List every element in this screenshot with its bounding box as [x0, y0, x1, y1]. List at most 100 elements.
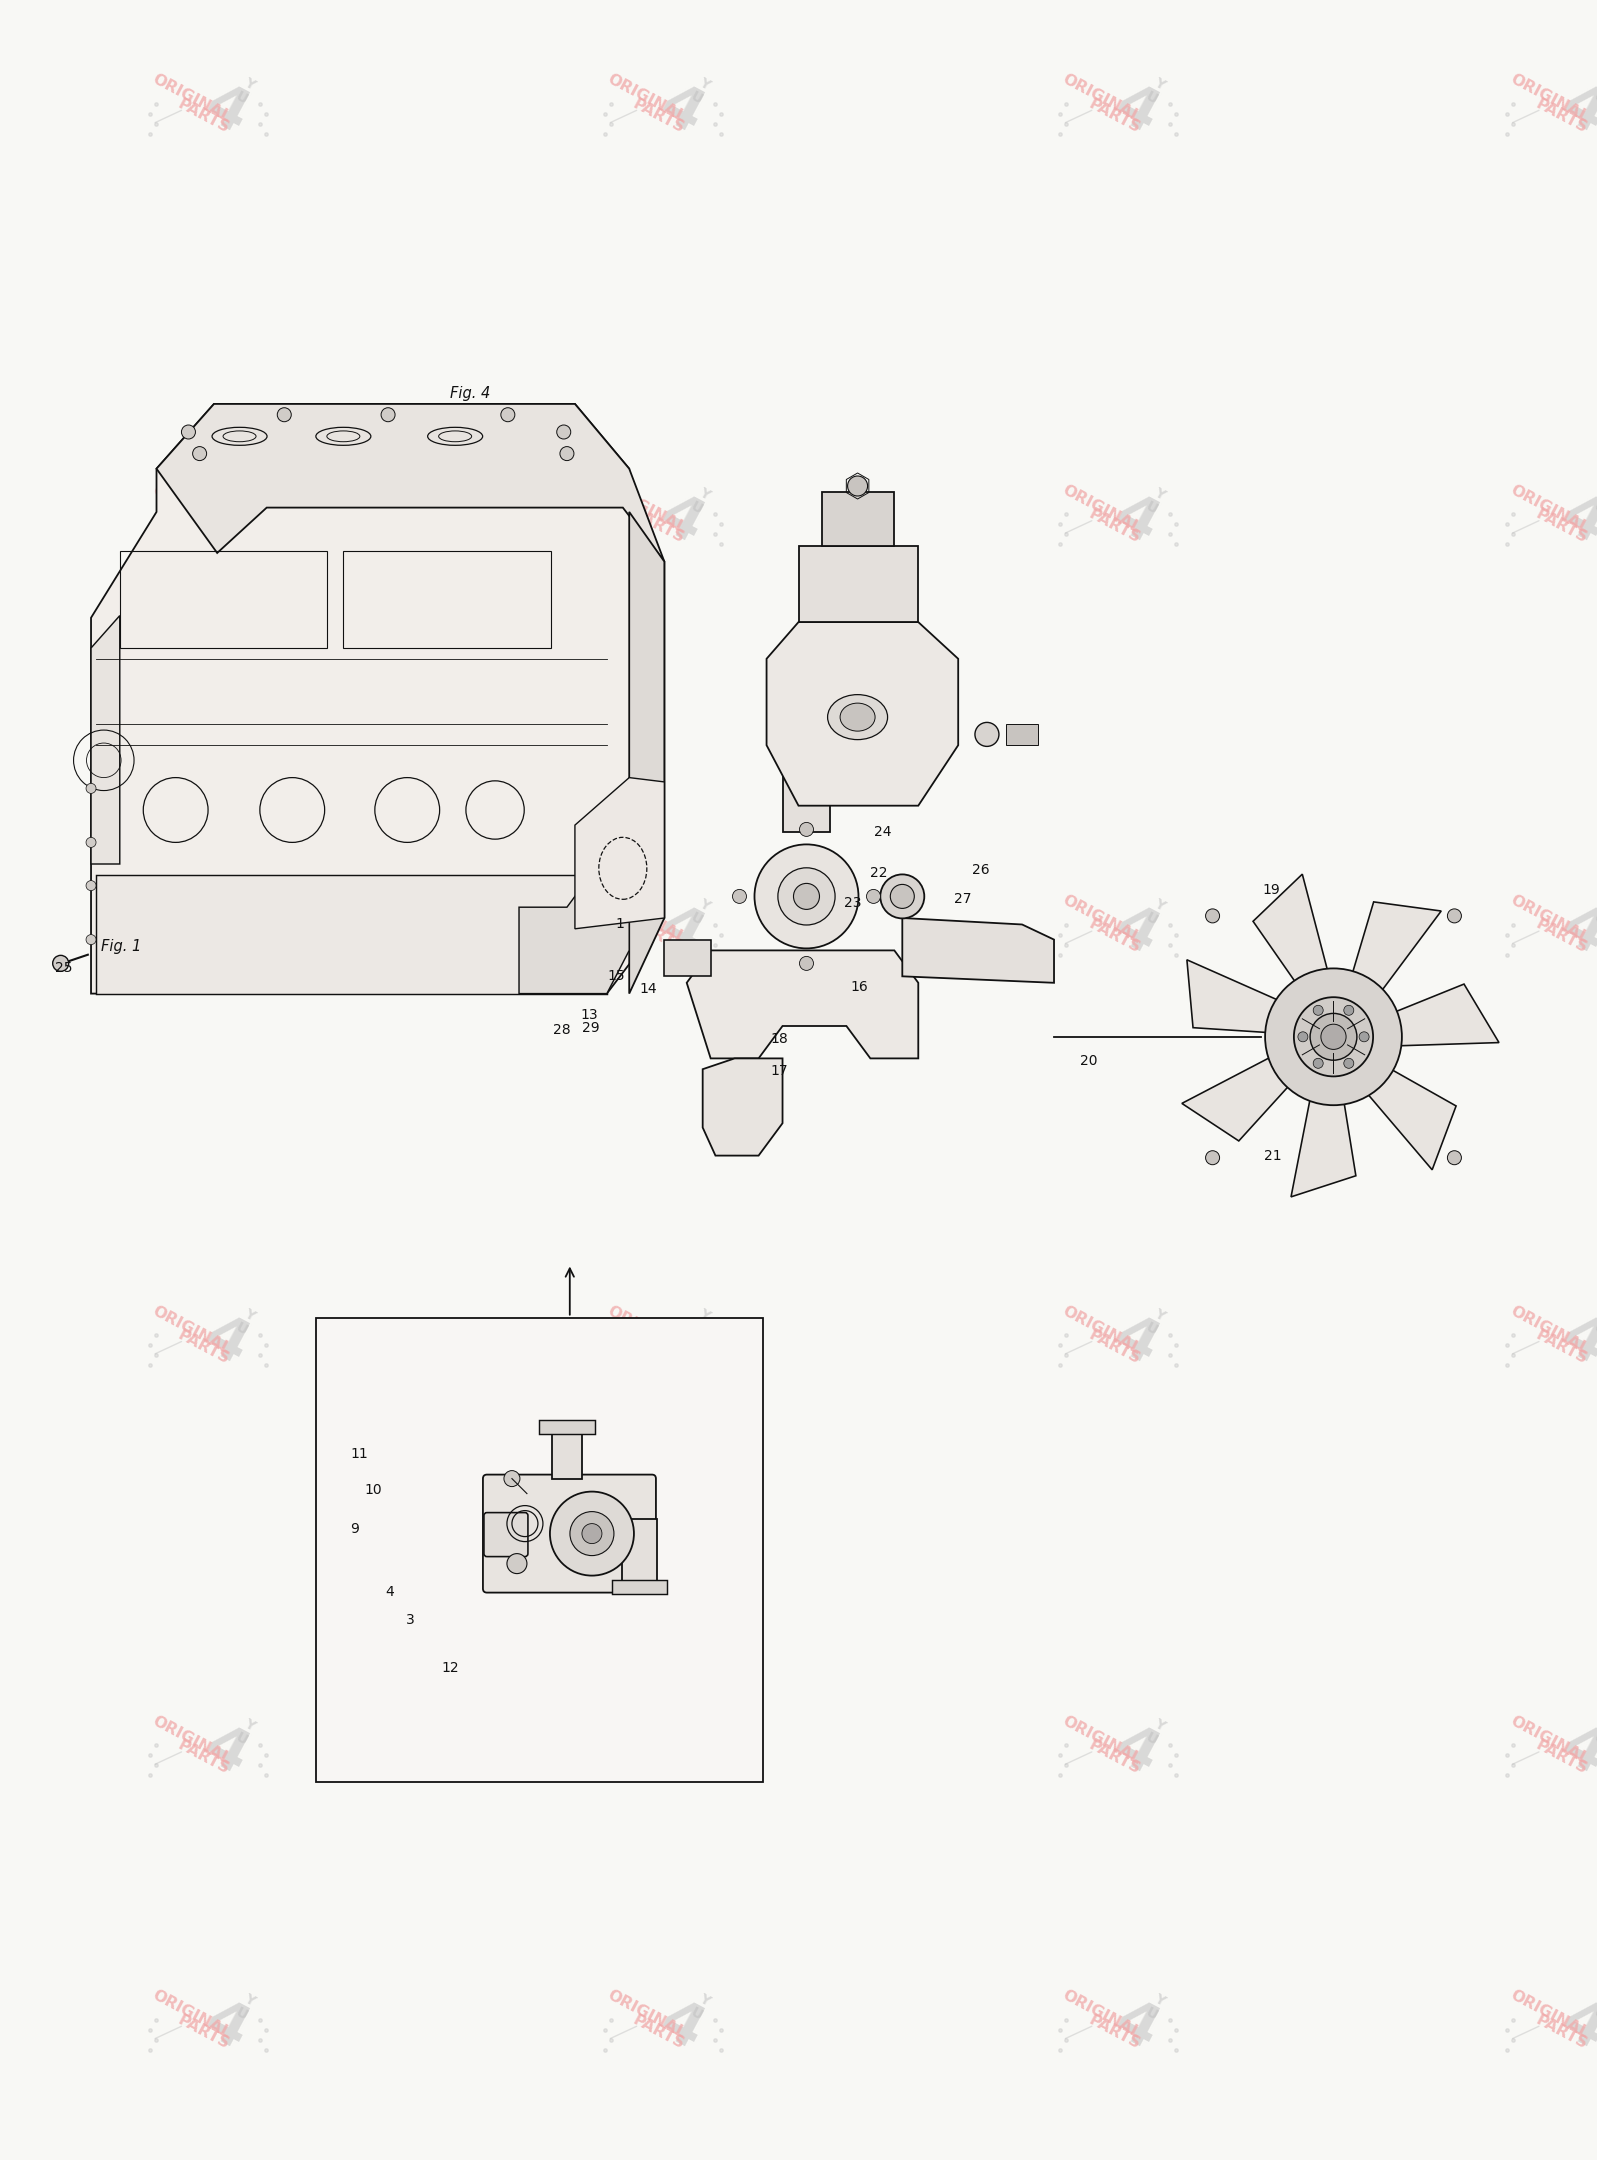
- Circle shape: [1313, 1004, 1324, 1015]
- Text: Y
U: Y U: [688, 76, 712, 106]
- Text: Fig. 4: Fig. 4: [450, 387, 490, 400]
- Text: 4: 4: [195, 1307, 257, 1376]
- Text: 28: 28: [553, 1024, 572, 1037]
- Text: 25: 25: [56, 961, 72, 974]
- Text: Y
U: Y U: [233, 1717, 257, 1747]
- Ellipse shape: [827, 696, 888, 739]
- Circle shape: [974, 721, 1000, 747]
- Polygon shape: [629, 512, 664, 994]
- Text: 4: 4: [1105, 486, 1167, 555]
- Circle shape: [193, 447, 206, 460]
- Bar: [120, 551, 327, 648]
- Circle shape: [890, 883, 915, 909]
- Text: 4: 4: [650, 1992, 712, 2061]
- Text: 1: 1: [615, 918, 624, 931]
- Circle shape: [86, 935, 96, 944]
- Text: 4: 4: [650, 76, 712, 145]
- FancyBboxPatch shape: [482, 1475, 656, 1592]
- Text: PARTS: PARTS: [1086, 1326, 1142, 1367]
- Text: 4: 4: [385, 1585, 394, 1598]
- Text: Y
U: Y U: [1591, 1307, 1597, 1337]
- Text: ORIGINAL: ORIGINAL: [605, 1987, 688, 2041]
- Text: 3: 3: [406, 1614, 415, 1626]
- Text: PARTS: PARTS: [1086, 2011, 1142, 2052]
- Circle shape: [1343, 1058, 1354, 1069]
- Bar: [96, 875, 607, 994]
- Text: ORIGINAL: ORIGINAL: [150, 1713, 233, 1767]
- Circle shape: [848, 475, 867, 497]
- Circle shape: [800, 957, 813, 970]
- Circle shape: [501, 408, 514, 421]
- Polygon shape: [1377, 985, 1500, 1045]
- Text: PARTS: PARTS: [1533, 1737, 1589, 1778]
- Bar: [316, 1318, 763, 1782]
- Circle shape: [506, 1553, 527, 1575]
- Text: 15: 15: [607, 970, 626, 983]
- Text: Y
U: Y U: [233, 76, 257, 106]
- Text: PARTS: PARTS: [1086, 95, 1142, 136]
- Circle shape: [1447, 909, 1461, 922]
- Circle shape: [1265, 968, 1402, 1106]
- Text: PARTS: PARTS: [631, 916, 687, 957]
- Circle shape: [867, 890, 880, 903]
- Text: ORIGINAL: ORIGINAL: [1060, 1713, 1143, 1767]
- Text: ORIGINAL: ORIGINAL: [1060, 482, 1143, 536]
- Text: ORIGINAL: ORIGINAL: [150, 482, 233, 536]
- Text: PARTS: PARTS: [1533, 1326, 1589, 1367]
- Text: ORIGINAL: ORIGINAL: [150, 71, 233, 125]
- Text: Y
U: Y U: [233, 896, 257, 927]
- Text: 4: 4: [1552, 896, 1597, 966]
- Text: PARTS: PARTS: [631, 505, 687, 546]
- Text: Y
U: Y U: [1591, 896, 1597, 927]
- Polygon shape: [664, 940, 711, 976]
- Circle shape: [505, 1471, 521, 1486]
- Text: Y
U: Y U: [1591, 1992, 1597, 2022]
- Circle shape: [1294, 998, 1373, 1076]
- Circle shape: [86, 881, 96, 890]
- Text: PARTS: PARTS: [176, 1737, 232, 1778]
- Bar: [553, 1428, 581, 1480]
- Text: ORIGINAL: ORIGINAL: [1060, 892, 1143, 946]
- Bar: [612, 1579, 668, 1594]
- Polygon shape: [1187, 959, 1290, 1035]
- Text: ORIGINAL: ORIGINAL: [150, 892, 233, 946]
- Bar: [822, 492, 894, 546]
- Text: 4: 4: [650, 486, 712, 555]
- Text: PARTS: PARTS: [1533, 2011, 1589, 2052]
- Ellipse shape: [840, 704, 875, 730]
- Text: 4: 4: [1105, 896, 1167, 966]
- Text: Y
U: Y U: [233, 1992, 257, 2022]
- Text: 4: 4: [1552, 1307, 1597, 1376]
- Text: ORIGINAL: ORIGINAL: [1508, 1302, 1591, 1356]
- Polygon shape: [1290, 1082, 1356, 1197]
- Text: Y
U: Y U: [1143, 1307, 1167, 1337]
- Text: 23: 23: [845, 896, 861, 909]
- Text: PARTS: PARTS: [1533, 505, 1589, 546]
- Text: ORIGINAL: ORIGINAL: [605, 71, 688, 125]
- Text: 24: 24: [875, 825, 891, 838]
- Circle shape: [182, 426, 195, 438]
- Text: PARTS: PARTS: [176, 505, 232, 546]
- Text: 18: 18: [770, 1032, 789, 1045]
- Text: 9: 9: [350, 1523, 359, 1536]
- Polygon shape: [902, 918, 1054, 983]
- Polygon shape: [1359, 1058, 1456, 1171]
- Text: 4: 4: [650, 896, 712, 966]
- Text: ORIGINAL: ORIGINAL: [605, 482, 688, 536]
- Text: ORIGINAL: ORIGINAL: [605, 892, 688, 946]
- Text: ORIGINAL: ORIGINAL: [150, 1987, 233, 2041]
- Polygon shape: [1182, 1052, 1303, 1140]
- Text: Fig. 1: Fig. 1: [101, 940, 141, 953]
- Text: 29: 29: [581, 1022, 600, 1035]
- Text: 4: 4: [195, 1717, 257, 1786]
- Text: 27: 27: [955, 892, 971, 905]
- Circle shape: [778, 868, 835, 924]
- Text: 14: 14: [639, 983, 658, 996]
- Text: Y
U: Y U: [1143, 1992, 1167, 2022]
- Bar: [343, 551, 551, 648]
- Text: ORIGINAL: ORIGINAL: [1060, 71, 1143, 125]
- Circle shape: [1343, 1004, 1354, 1015]
- Text: Y
U: Y U: [233, 1307, 257, 1337]
- Circle shape: [1206, 909, 1220, 922]
- Text: Y
U: Y U: [1143, 486, 1167, 516]
